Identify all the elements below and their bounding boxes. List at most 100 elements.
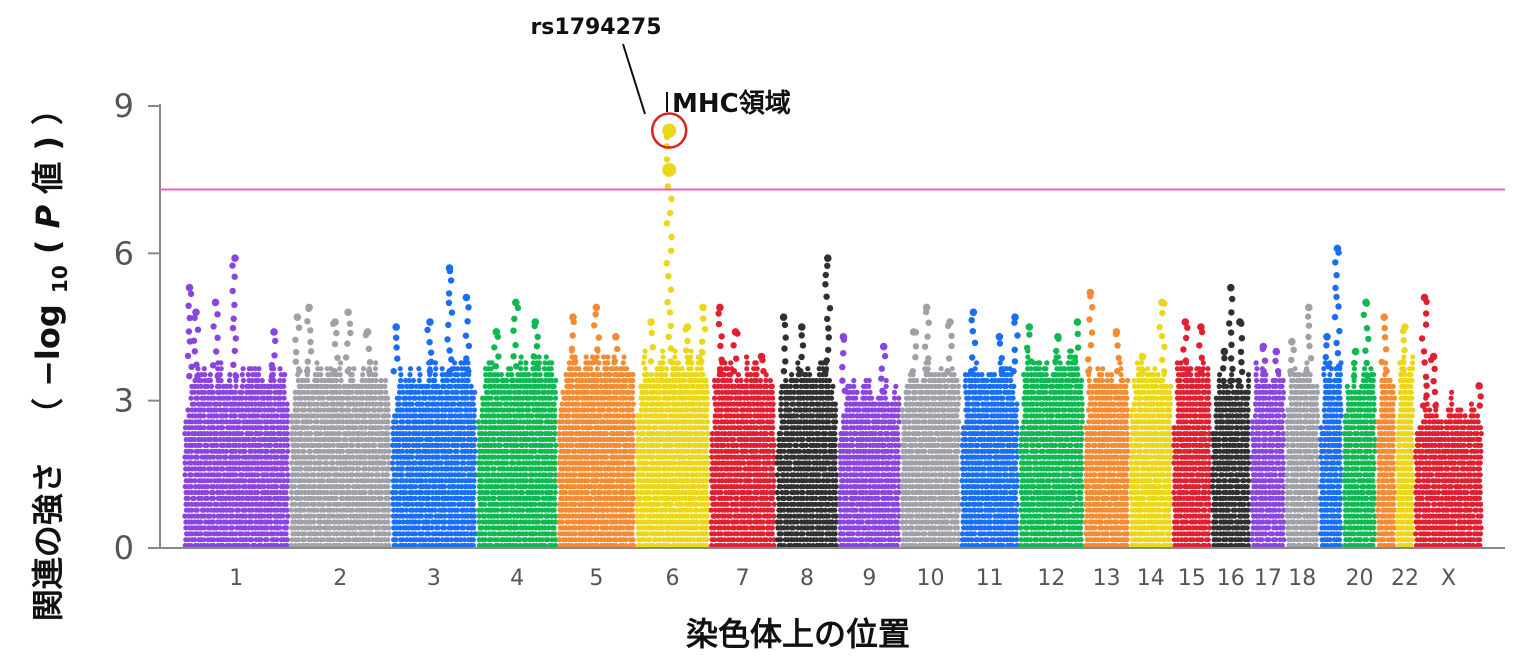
snp-point: [284, 495, 290, 501]
snp-point: [346, 537, 352, 543]
snp-point: [705, 472, 711, 478]
snp-point: [523, 360, 529, 366]
snp-point: [368, 531, 375, 537]
snp-point: [252, 366, 258, 372]
snp-point: [198, 531, 204, 537]
snp-point: [194, 507, 200, 513]
snp-point: [223, 460, 229, 466]
snp-point: [232, 466, 238, 472]
snp-point: [311, 395, 317, 401]
snp-point: [396, 442, 402, 448]
snp-point: [619, 431, 626, 437]
snp-point: [214, 442, 220, 448]
snp-point: [285, 472, 291, 478]
snp-point: [210, 495, 217, 501]
snp-point: [267, 395, 274, 401]
snp-point: [460, 525, 467, 531]
snp-point: [548, 366, 554, 372]
snp-point: [552, 501, 558, 507]
snp-point: [373, 360, 379, 366]
snp-point: [236, 507, 242, 513]
snp-point: [239, 372, 245, 378]
snp-point: [588, 525, 594, 531]
snp-point: [630, 425, 637, 431]
snp-point: [207, 460, 213, 466]
snp-point: [192, 377, 198, 384]
snp-point: [494, 377, 501, 384]
snp-point: [191, 436, 198, 443]
snp-point: [630, 377, 636, 384]
snp-point: [585, 478, 591, 484]
snp-point: [211, 542, 217, 549]
snp-point: [465, 377, 471, 384]
snp-point: [330, 442, 337, 448]
snp-point: [220, 489, 226, 496]
snp-point: [246, 407, 252, 413]
snp-point: [630, 501, 636, 507]
snp-point: [304, 318, 311, 325]
snp-point: [703, 525, 709, 531]
snp-point: [284, 401, 290, 407]
snp-point: [298, 513, 304, 519]
snp-point: [205, 542, 211, 549]
snp-point: [630, 537, 636, 543]
snp-point: [268, 372, 276, 380]
snp-point: [471, 484, 477, 490]
snp-point: [536, 354, 542, 360]
snp-point: [552, 489, 558, 496]
snp-point: [283, 489, 289, 496]
snp-point: [284, 413, 291, 419]
snp-point: [464, 395, 470, 401]
snp-point: [365, 368, 373, 375]
snp-point: [688, 348, 694, 354]
snp-point: [385, 442, 391, 448]
snp-point: [629, 507, 635, 513]
snp-point: [338, 360, 344, 366]
snp-point: [526, 372, 532, 378]
snp-point: [190, 337, 198, 344]
snp-point: [385, 407, 391, 413]
snp-point: [224, 513, 230, 519]
snp-point: [417, 372, 423, 378]
snp-point: [591, 407, 597, 413]
snp-point: [470, 395, 476, 401]
snp-point: [211, 484, 217, 490]
snp-point: [227, 383, 233, 389]
snp-point: [259, 448, 265, 454]
snp-point: [198, 519, 204, 525]
snp-point: [559, 519, 565, 525]
snp-point: [242, 413, 248, 419]
snp-point: [201, 525, 207, 531]
snp-point: [365, 345, 373, 352]
snp-point: [630, 466, 637, 472]
snp-point: [684, 407, 690, 413]
snp-point: [280, 513, 286, 519]
chromosome-2-points: [288, 303, 392, 549]
snp-point: [249, 377, 255, 384]
snp-point: [243, 513, 249, 519]
snp-point: [471, 507, 477, 513]
snp-point: [446, 368, 453, 375]
snp-point: [629, 395, 635, 401]
snp-point: [277, 525, 283, 531]
snp-point: [189, 489, 195, 496]
snp-point: [390, 368, 397, 375]
snp-point-top: [492, 328, 501, 336]
snp-point: [194, 454, 200, 460]
snp-point: [292, 358, 299, 365]
snp-point: [607, 372, 613, 378]
snp-point: [217, 454, 223, 460]
snp-point: [416, 525, 422, 531]
snp-point: [407, 366, 414, 372]
snp-point: [246, 436, 252, 443]
snp-point: [267, 513, 274, 519]
snp-point: [607, 389, 613, 395]
snp-point: [223, 454, 229, 460]
snp-point: [471, 513, 477, 519]
snp-point: [183, 525, 189, 531]
snp-point: [705, 460, 711, 466]
snp-point: [223, 501, 229, 507]
snp-point: [429, 419, 435, 425]
snp-point: [262, 407, 268, 413]
